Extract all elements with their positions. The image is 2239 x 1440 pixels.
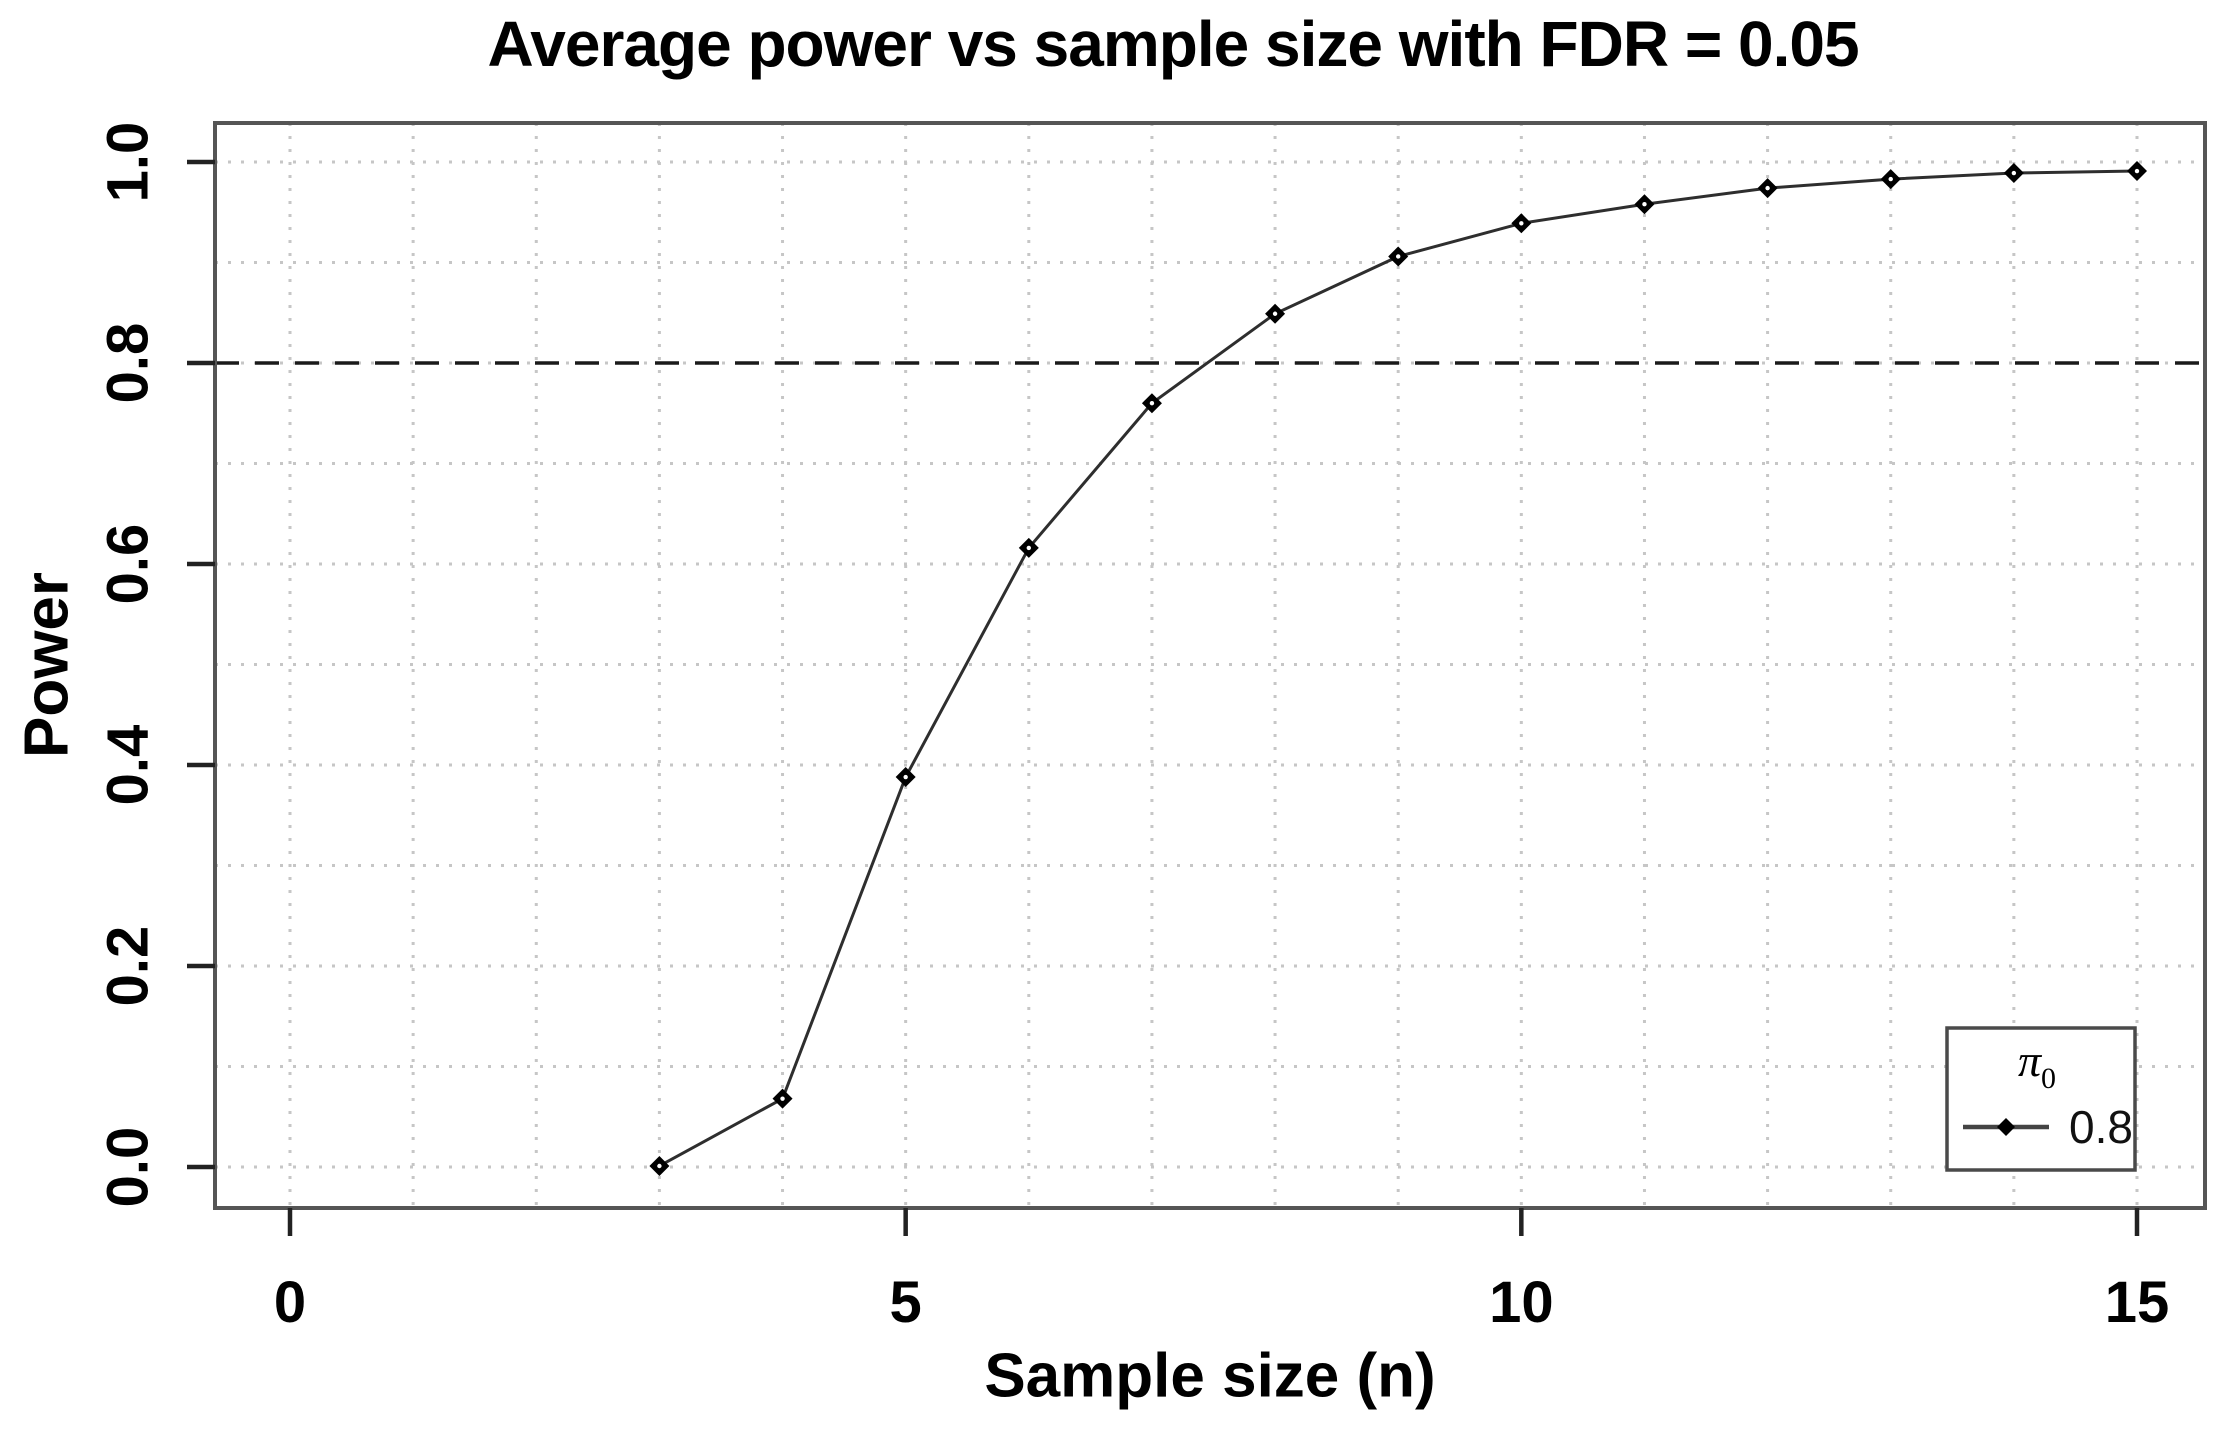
data-point-center — [2134, 168, 2140, 174]
data-point-center — [1765, 185, 1770, 191]
chart-title: Average power vs sample size with FDR = … — [487, 8, 1859, 80]
data-point-center — [2011, 170, 2017, 176]
axis-ticks-group — [187, 159, 2140, 1236]
x-tick-label: 5 — [890, 1270, 922, 1335]
y-axis-title: Power — [12, 571, 82, 759]
y-tick-label: 0.4 — [96, 725, 161, 806]
data-series-group — [649, 161, 2147, 1176]
x-axis-title: Sample size (n) — [984, 1341, 1436, 1411]
legend-entry-label: 0.8 — [2069, 1101, 2133, 1153]
data-point-center — [780, 1096, 785, 1101]
data-point-center — [1272, 311, 1278, 316]
plot-box-group — [213, 121, 2207, 1210]
plot-box — [213, 121, 2207, 1210]
y-tick-label: 0.8 — [96, 323, 161, 404]
y-tick-label: 0.0 — [96, 1127, 161, 1208]
data-point-center — [657, 1163, 662, 1169]
legend-entry-marker — [1997, 1118, 2015, 1136]
y-tick-label: 0.2 — [96, 926, 161, 1007]
data-point-center — [1395, 254, 1401, 259]
legend-box — [1945, 1026, 2137, 1172]
y-tick-label: 1.0 — [96, 122, 161, 203]
data-point-center — [1519, 221, 1524, 226]
tick-labels-group: 0 5 10 15 0.0 0.2 0.4 0.6 0.8 1.0 — [96, 122, 2170, 1335]
legend-group: π00.8 — [1945, 1026, 2137, 1172]
data-point-center — [903, 774, 908, 780]
data-point-center — [1642, 202, 1647, 207]
legend-title: π0 — [2018, 1035, 2056, 1095]
data-point-center — [1888, 176, 1893, 182]
data-point-center — [1149, 401, 1155, 406]
x-tick-label: 10 — [1489, 1270, 1554, 1335]
gridlines-group — [215, 123, 2205, 1208]
y-tick-label: 0.6 — [96, 524, 161, 605]
x-tick-label: 15 — [2105, 1270, 2170, 1335]
x-tick-label: 0 — [274, 1270, 306, 1335]
data-point-center — [1026, 545, 1031, 551]
